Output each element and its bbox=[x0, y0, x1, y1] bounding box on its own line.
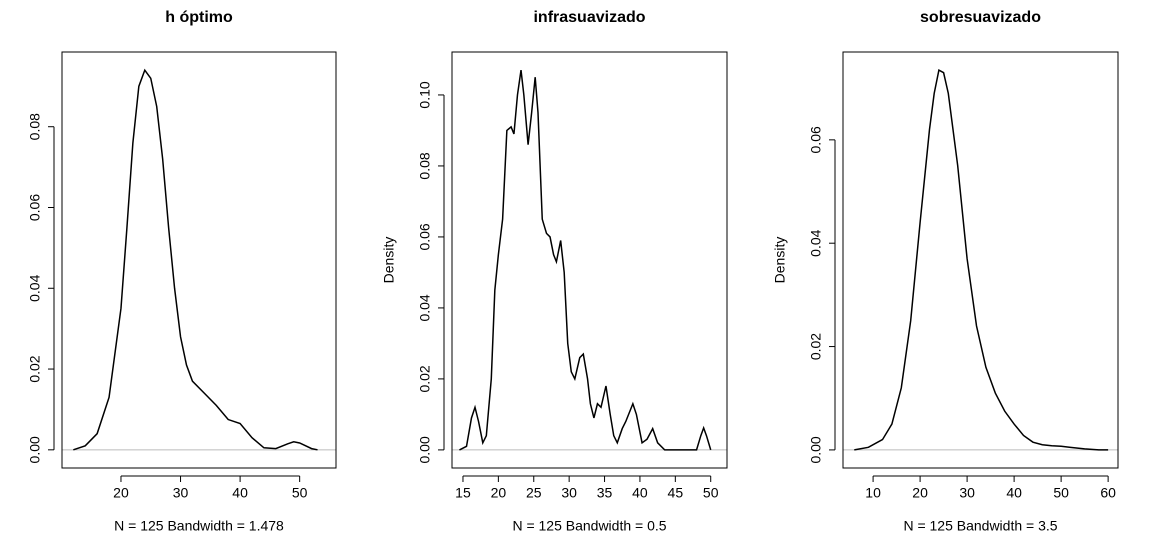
y-tick-label: 0.00 bbox=[417, 436, 433, 463]
x-tick-label: 50 bbox=[703, 485, 719, 501]
x-tick-label: 60 bbox=[1100, 485, 1116, 501]
x-tick-label: 30 bbox=[959, 485, 975, 501]
density-line bbox=[73, 68, 318, 451]
x-tick-label: 20 bbox=[491, 485, 507, 501]
y-tick-label: 0.02 bbox=[27, 355, 43, 382]
x-axis-label: N = 125 Bandwidth = 1.478 bbox=[114, 518, 284, 534]
x-tick-label: 20 bbox=[912, 485, 928, 501]
x-tick-label: 40 bbox=[632, 485, 648, 501]
density-line bbox=[459, 69, 712, 451]
y-tick-label: 0.00 bbox=[808, 436, 824, 463]
chart-title: infrasuavizado bbox=[533, 9, 645, 26]
y-tick-label: 0.02 bbox=[808, 333, 824, 360]
x-tick-label: 45 bbox=[668, 485, 684, 501]
y-tick-label: 0.00 bbox=[27, 436, 43, 463]
x-tick-label: 30 bbox=[561, 485, 577, 501]
y-tick-label: 0.08 bbox=[417, 152, 433, 179]
y-tick-label: 0.06 bbox=[808, 126, 824, 153]
y-tick-label: 0.04 bbox=[27, 274, 43, 301]
x-axis-label: N = 125 Bandwidth = 3.5 bbox=[903, 518, 1057, 534]
y-tick-label: 0.10 bbox=[417, 81, 433, 108]
x-tick-label: 20 bbox=[113, 485, 129, 501]
chart-title: sobresuavizado bbox=[920, 9, 1041, 26]
chart-title: h óptimo bbox=[165, 9, 233, 26]
x-tick-label: 25 bbox=[526, 485, 542, 501]
plot-frame bbox=[451, 51, 728, 469]
x-tick-label: 40 bbox=[1006, 485, 1022, 501]
x-tick-label: 40 bbox=[232, 485, 248, 501]
plot-frame bbox=[61, 51, 337, 469]
x-axis-label: N = 125 Bandwidth = 0.5 bbox=[512, 518, 666, 534]
y-tick-label: 0.06 bbox=[27, 194, 43, 221]
y-axis-label: Density bbox=[381, 237, 397, 284]
y-tick-label: 0.04 bbox=[417, 294, 433, 321]
y-tick-label: 0.06 bbox=[417, 223, 433, 250]
y-tick-label: 0.08 bbox=[27, 113, 43, 140]
plot-frame bbox=[842, 51, 1119, 469]
y-tick-label: 0.02 bbox=[417, 365, 433, 392]
x-tick-label: 15 bbox=[455, 485, 471, 501]
y-axis-label: Density bbox=[772, 237, 788, 284]
x-tick-label: 50 bbox=[1053, 485, 1069, 501]
density-line bbox=[854, 68, 1109, 451]
y-tick-label: 0.04 bbox=[808, 229, 824, 256]
x-tick-label: 35 bbox=[597, 485, 613, 501]
x-tick-label: 50 bbox=[292, 485, 308, 501]
x-tick-label: 10 bbox=[865, 485, 881, 501]
x-tick-label: 30 bbox=[173, 485, 189, 501]
